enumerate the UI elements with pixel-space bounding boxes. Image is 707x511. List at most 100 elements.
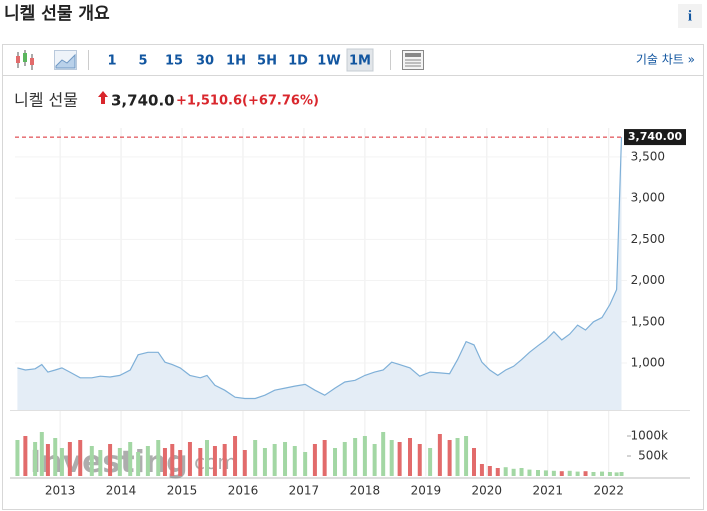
interval-button[interactable]: 30	[196, 54, 214, 69]
candle-icon[interactable]	[16, 50, 34, 70]
volume-bar	[45, 444, 50, 476]
volume-bar	[78, 440, 83, 476]
instrument-name: 니켈 선물	[14, 91, 78, 110]
volume-bar	[575, 471, 580, 476]
interval-button[interactable]: 5H	[257, 54, 277, 69]
interval-button[interactable]: 1	[107, 54, 116, 69]
price: 3,740.0	[111, 92, 175, 110]
volume-bar	[39, 432, 44, 476]
y-tick-label: 2,000	[631, 273, 665, 287]
change: +1,510.6	[176, 94, 242, 109]
volume-tick-label: 1000k	[631, 429, 669, 443]
volume-bar	[89, 446, 94, 476]
volume-bar	[407, 438, 412, 476]
volume-bar	[600, 471, 605, 476]
interval-button[interactable]: 1D	[288, 54, 308, 69]
volume-tick-label: 500k	[638, 449, 668, 463]
x-tick-label: 2021	[532, 484, 563, 498]
volume-bar	[212, 446, 217, 476]
volume-bar	[353, 438, 358, 476]
volume-bar	[283, 442, 288, 476]
volume-bar	[417, 444, 422, 476]
x-tick-label: 2015	[167, 484, 198, 498]
info-button[interactable]	[678, 4, 702, 28]
x-tick-label: 2019	[411, 484, 442, 498]
volume-bar	[362, 436, 367, 476]
news-icon[interactable]	[402, 50, 424, 70]
volume-bar	[567, 470, 572, 476]
last-price-label: 3,740.00	[628, 130, 683, 143]
up-arrow	[98, 91, 108, 104]
volume-bar	[536, 470, 541, 476]
x-tick-label: 2017	[289, 484, 320, 498]
info-icon[interactable]: i	[688, 8, 692, 24]
y-tick-label: 2,500	[631, 232, 665, 246]
chart-frame	[2, 44, 704, 510]
volume-bar	[389, 440, 394, 476]
volume-bar	[178, 450, 183, 476]
volume-bar	[503, 467, 508, 476]
volume-bar	[428, 448, 433, 476]
volume-bar	[136, 452, 141, 476]
volume-bar	[543, 470, 548, 476]
volume-bar	[198, 448, 203, 476]
interval-button[interactable]: 15	[165, 54, 183, 69]
volume-bar	[583, 471, 588, 476]
volume-bar	[117, 448, 122, 476]
interval-button[interactable]: 1H	[226, 54, 246, 69]
interval-button[interactable]: 1M	[349, 54, 371, 69]
interval-button[interactable]: 1W	[317, 54, 340, 69]
interval-active	[346, 48, 374, 72]
volume-bar	[170, 444, 175, 476]
watermark-suffix: .com	[188, 450, 237, 474]
volume-bar	[187, 442, 192, 476]
x-tick-label: 2020	[472, 484, 503, 498]
volume-bar	[519, 468, 524, 476]
volume-bar	[222, 444, 227, 476]
volume-bar	[145, 446, 150, 476]
volume-bar	[15, 440, 20, 476]
y-tick-label: 1,500	[631, 314, 665, 328]
y-tick-label: 3,000	[631, 191, 665, 205]
volume-bar	[253, 440, 258, 476]
volume-bar	[464, 436, 469, 476]
volume-bar	[33, 442, 38, 476]
volume-bar	[272, 444, 277, 476]
volume-bar	[23, 436, 28, 476]
volume-bar	[591, 472, 596, 476]
volume-bar	[67, 442, 72, 476]
volume-bar	[53, 438, 58, 476]
volume-bar	[397, 442, 402, 476]
y-tick-label: 3,500	[631, 149, 665, 163]
volume-bar	[303, 452, 308, 476]
volume-bar	[205, 440, 210, 476]
volume-bar	[312, 444, 317, 476]
volume-bar	[372, 444, 377, 476]
area-icon[interactable]	[54, 50, 77, 70]
x-tick-label: 2014	[106, 484, 137, 498]
y-tick-label: 1,000	[631, 356, 665, 370]
tech-chart-link[interactable]: 기술 차트 »	[636, 53, 695, 67]
volume-bar	[619, 472, 624, 476]
volume-bar	[156, 440, 161, 476]
x-tick-label: 2018	[350, 484, 381, 498]
interval-button[interactable]: 5	[138, 54, 147, 69]
volume-bar	[479, 464, 484, 476]
volume-bar	[108, 444, 113, 476]
volume-bar	[342, 442, 347, 476]
price-line	[17, 137, 623, 400]
volume-bar	[98, 450, 103, 476]
volume-bar	[559, 471, 564, 476]
volume-bar	[128, 442, 133, 476]
volume-bar	[162, 448, 167, 476]
volume-bar	[437, 434, 442, 476]
title: 니켈 선물 개요	[4, 3, 110, 24]
x-tick-label: 2016	[228, 484, 259, 498]
x-tick-label: 2022	[593, 484, 624, 498]
volume-bar	[322, 440, 327, 476]
change-percent: (+67.76%)	[242, 94, 319, 109]
volume-bar	[447, 440, 452, 476]
volume-bar	[511, 468, 516, 476]
volume-bar	[495, 468, 500, 476]
